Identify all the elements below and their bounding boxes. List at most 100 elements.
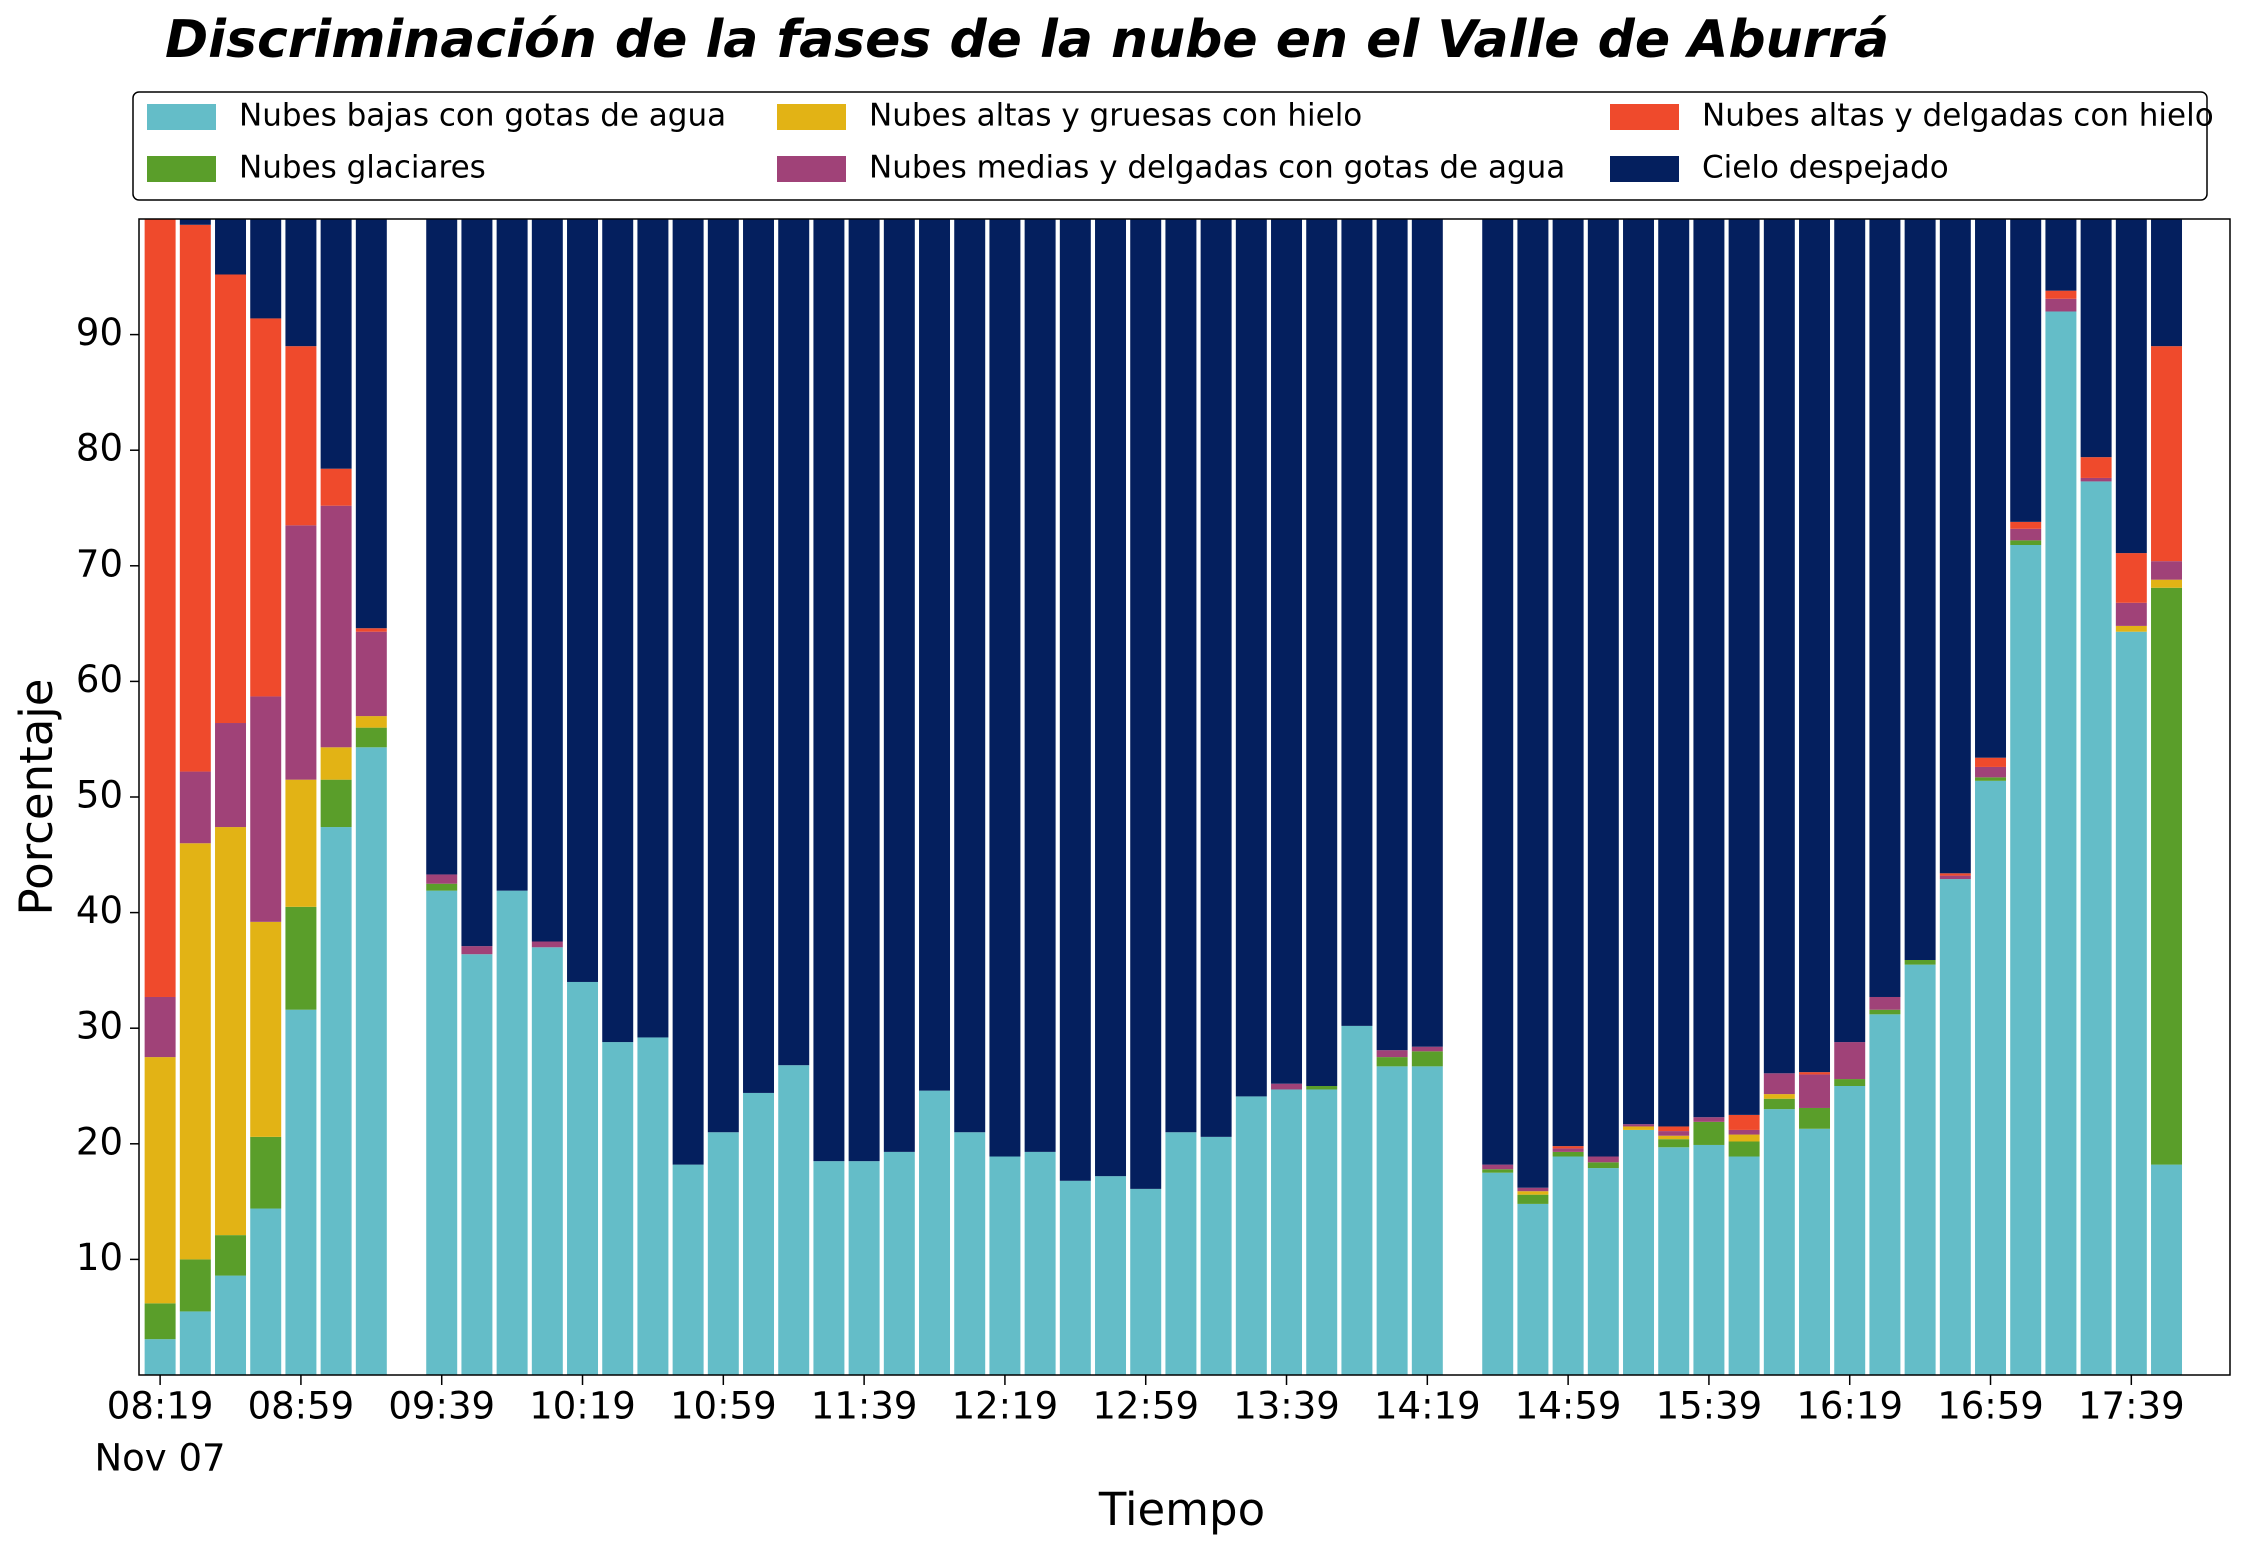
bar-segment [2151, 219, 2183, 347]
bar-segment [1834, 1086, 1866, 1375]
bar-segment [144, 219, 176, 997]
bar-segment [1235, 1096, 1267, 1375]
bar-segment [1411, 219, 1443, 1047]
legend-label: Nubes altas y gruesas con hielo [869, 98, 1362, 134]
bar-segment [1869, 219, 1901, 997]
y-tick-label: 10 [76, 1236, 123, 1279]
bar-segment [2010, 219, 2042, 522]
bar-segment [2080, 219, 2112, 458]
bar-segment [2115, 219, 2147, 554]
bar-segment [1623, 1129, 1655, 1375]
bar-segment [707, 1132, 739, 1375]
bar-segment [285, 906, 317, 1010]
bar-segment [496, 219, 528, 891]
bar-segment [1693, 1121, 1725, 1145]
bar-segment [1834, 1042, 1866, 1080]
bar-segment [1763, 1094, 1795, 1099]
y-tick-label: 90 [76, 311, 123, 354]
bar-segment [1763, 219, 1795, 1074]
bar-segment [1376, 219, 1408, 1051]
bar-segment [1587, 1168, 1619, 1375]
bar-segment [1728, 1156, 1760, 1375]
bar-segment [2080, 457, 2112, 478]
bar-segment [2010, 528, 2042, 541]
bar-segment [2151, 561, 2183, 580]
bar-segment [250, 1208, 282, 1375]
bar-segment [1552, 219, 1584, 1147]
bar-segment [250, 921, 282, 1137]
bar-segment [531, 941, 563, 948]
bar-segment [320, 779, 352, 828]
bar-segment [2115, 625, 2147, 632]
bar-segment [1411, 1051, 1443, 1067]
bar-segment [285, 1009, 317, 1375]
bar-segment [1904, 964, 1936, 1375]
bar-segment [1834, 1079, 1866, 1086]
bar-segment [1939, 879, 1971, 1375]
bar-segment [954, 219, 986, 1133]
bar-segment [1552, 1148, 1584, 1152]
bar-segment [1763, 1098, 1795, 1110]
bar-segment [1975, 766, 2007, 778]
bar-segment [2151, 1164, 2183, 1375]
bar-segment [320, 747, 352, 780]
bar-segment [2080, 481, 2112, 1375]
bar-segment [1869, 996, 1901, 1010]
bar-segment [285, 525, 317, 780]
bar-segment [426, 890, 458, 1375]
bar-segment [1235, 219, 1267, 1097]
bar-segment [1271, 219, 1303, 1084]
bar-segment [1024, 1151, 1056, 1375]
bar-segment [989, 219, 1021, 1157]
x-tick-label: 09:39 [388, 1385, 495, 1428]
y-tick-label: 80 [76, 427, 123, 470]
legend-label: Cielo despejado [1702, 150, 1949, 186]
bar-segment [1341, 219, 1373, 1026]
bar-segment [250, 1136, 282, 1209]
bar-segment [1658, 1147, 1690, 1375]
legend-swatch [777, 104, 846, 130]
bar-segment [1552, 1156, 1584, 1375]
bar-segment [355, 716, 387, 728]
bar-segment [320, 219, 352, 469]
bar-segment [1482, 1164, 1514, 1170]
bar-segment [2045, 219, 2077, 291]
bar-segment [1306, 1086, 1338, 1090]
bar-segment [1024, 219, 1056, 1152]
bar-segment [285, 779, 317, 907]
bar-segment [1693, 1144, 1725, 1375]
bar-segment [602, 1042, 634, 1375]
bar-segment [1376, 1066, 1408, 1375]
x-sublabel: Nov 07 [94, 1437, 225, 1480]
bar-segment [989, 1156, 1021, 1375]
bar-segment [1587, 1162, 1619, 1169]
legend-label: Nubes medias y delgadas con gotas de agu… [869, 150, 1565, 186]
bar-segment [1623, 1126, 1655, 1130]
bar-segment [1517, 1187, 1549, 1192]
y-tick-label: 70 [76, 542, 123, 585]
bar-segment [2151, 346, 2183, 562]
bar-segment [461, 219, 493, 947]
bar-segment [1975, 780, 2007, 1375]
bar-segment [1975, 757, 2007, 767]
bar-segment [2010, 544, 2042, 1375]
bar-segment [1728, 1114, 1760, 1130]
bar-segment [355, 628, 387, 632]
bar-segment [1904, 219, 1936, 960]
bar-segment [778, 1065, 810, 1375]
bar-segment [461, 946, 493, 955]
bar-segment [2151, 579, 2183, 588]
bar-segment [355, 219, 387, 629]
legend-label: Nubes bajas con gotas de agua [239, 98, 726, 134]
bar-segment [1059, 219, 1091, 1181]
bar-segment [1799, 1072, 1831, 1075]
x-tick-label: 12:59 [1092, 1385, 1199, 1428]
bar-segment [144, 1339, 176, 1375]
bar-segment [1623, 1124, 1655, 1127]
bar-segment [672, 219, 704, 1165]
bar-segment [531, 947, 563, 1375]
y-tick-label: 50 [76, 774, 123, 817]
bar-segment [883, 1151, 915, 1375]
bar-segment [1587, 219, 1619, 1157]
